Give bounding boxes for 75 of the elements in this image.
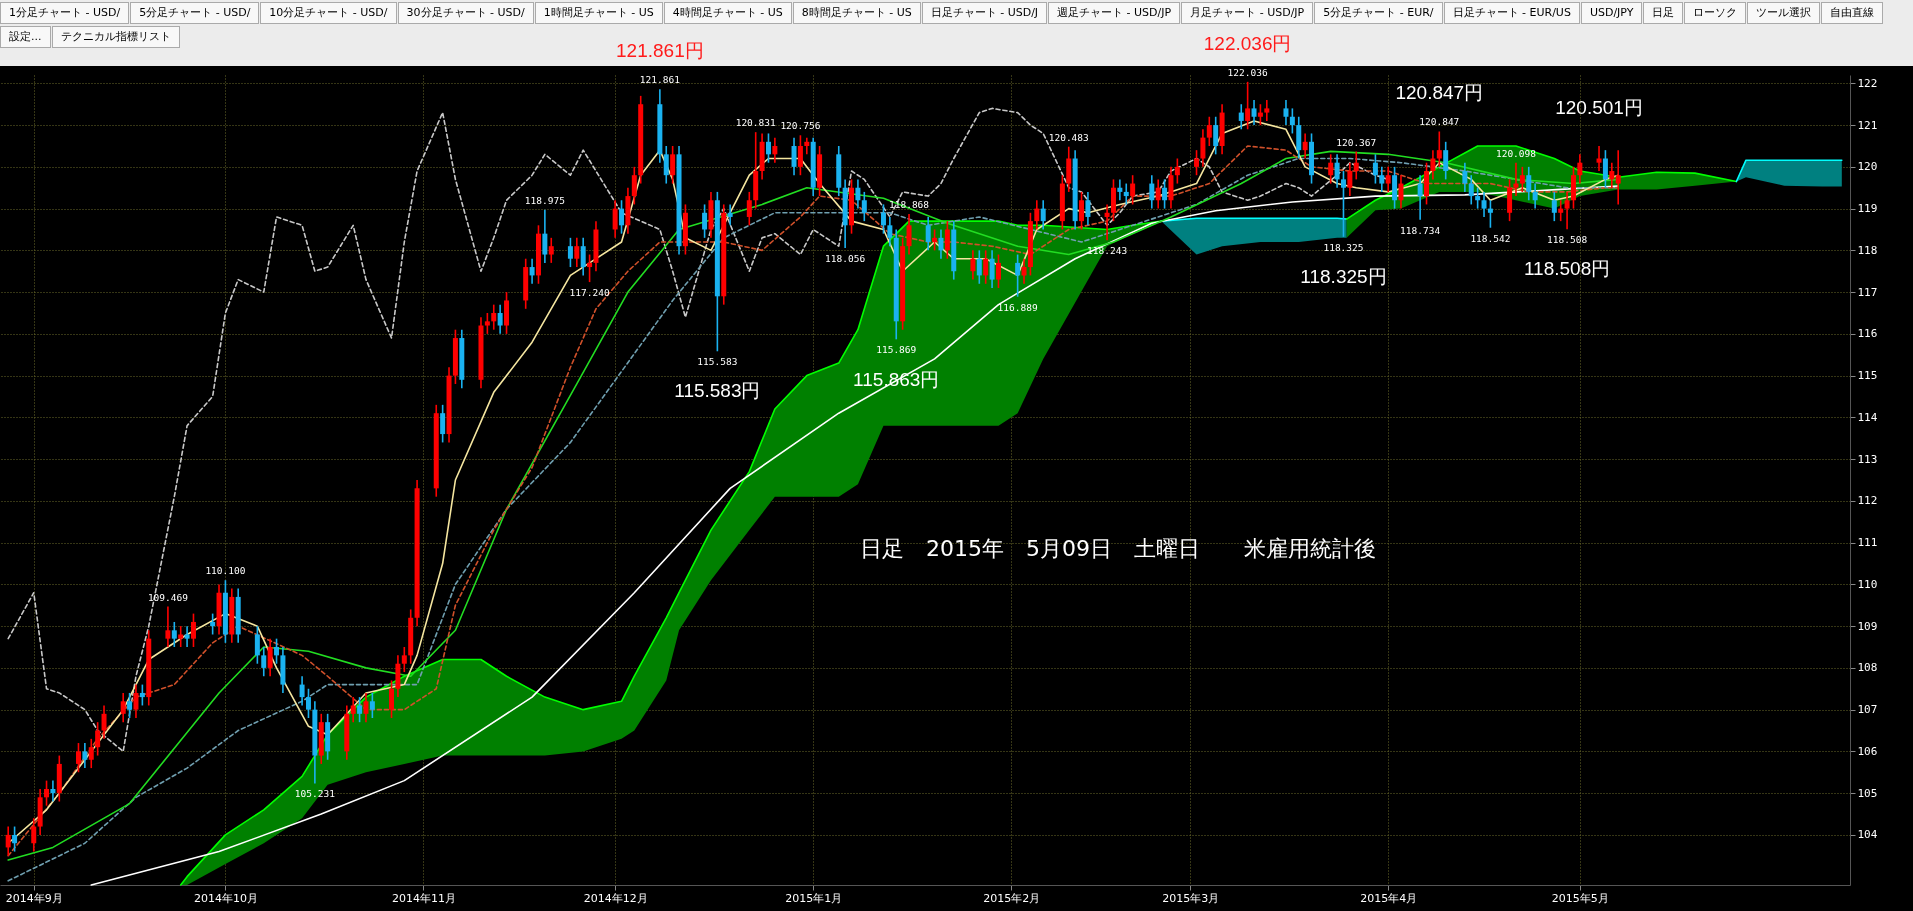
y-tick-label: 114	[1857, 410, 1878, 424]
annotation: 121.861	[639, 74, 681, 86]
annotation: 118.325円	[1300, 265, 1387, 287]
y-tick-label: 111	[1857, 536, 1878, 550]
annotation: 120.501円	[1555, 96, 1643, 118]
y-tick-label: 119	[1857, 202, 1878, 216]
x-tick-label: 2014年10月	[193, 891, 258, 905]
x-tick-label: 2015年5月	[1551, 891, 1609, 905]
text: 5分足チャート - EUR/	[1314, 2, 1443, 24]
y-tick-label: 121	[1857, 118, 1878, 132]
annotation: 118.734	[1400, 224, 1441, 236]
text: 1分足チャート - USD/	[0, 2, 130, 24]
annotation: 120.483	[1048, 131, 1089, 143]
text: 自由直線	[1821, 2, 1884, 24]
text: 日足	[1643, 2, 1684, 24]
text: 日足 2015年 5月09日 土曜日 米雇用統計後	[860, 536, 1376, 561]
annotation: 105.231	[294, 788, 336, 800]
text: 月足チャート - USD/JP	[1181, 2, 1314, 24]
text: 日足チャート - EUR/US	[1443, 2, 1580, 24]
y-tick-label: 122	[1857, 76, 1878, 90]
y-tick-label: 113	[1857, 452, 1878, 466]
annotation: 122.036円	[1203, 32, 1292, 54]
text: 10分足チャート - USD/	[260, 2, 397, 24]
y-tick-label: 116	[1857, 327, 1878, 341]
x-tick-label: 2015年3月	[1162, 891, 1220, 905]
annotation: 115.583	[697, 356, 738, 368]
y-tick-label: 117	[1857, 285, 1878, 299]
y-tick-label: 105	[1857, 786, 1878, 800]
annotation: 118.508	[1547, 234, 1588, 246]
annotation: 110.100	[205, 565, 246, 577]
text: 週足チャート - USD/JP	[1048, 2, 1181, 24]
annotation: 120.367	[1336, 136, 1377, 148]
annotation: 120.756	[780, 120, 821, 132]
x-tick-label: 2014年9月	[5, 891, 63, 905]
annotation: 118.508円	[1523, 258, 1611, 280]
y-tick-label: 107	[1857, 703, 1878, 717]
annotation: 120.098	[1495, 147, 1537, 159]
text: テクニカル指標リスト	[51, 26, 180, 48]
y-tick-label: 112	[1857, 494, 1878, 508]
y-tick-label: 118	[1857, 243, 1878, 257]
text: 30分足チャート - USD/	[397, 2, 534, 24]
annotation: 120.847円	[1395, 82, 1484, 104]
y-tick-label: 120	[1857, 160, 1878, 174]
y-tick-label: 104	[1857, 828, 1878, 842]
text: 4時間足チャート - US	[663, 2, 792, 24]
x-tick-label: 2014年12月	[583, 891, 648, 905]
y-tick-label: 106	[1857, 744, 1878, 758]
annotation: 120.831	[735, 117, 776, 129]
annotation: 120.847	[1419, 116, 1460, 128]
annotation: 118.056	[825, 253, 866, 265]
text: ツール選択	[1747, 2, 1821, 24]
y-tick-label: 109	[1857, 619, 1878, 633]
annotation: 118.325	[1323, 241, 1364, 253]
text: 5分足チャート - USD/	[130, 2, 260, 24]
annotation: 118.542	[1470, 232, 1511, 244]
annotation: 115.869	[876, 344, 917, 356]
text: 8時間足チャート - US	[792, 2, 921, 24]
annotation: 116.889	[997, 301, 1038, 313]
y-tick-label: 115	[1857, 369, 1878, 383]
annotation: 117.240	[569, 287, 610, 299]
y-tick-label: 110	[1857, 577, 1878, 591]
x-tick-label: 2015年4月	[1360, 891, 1418, 905]
text: 1時間足チャート - US	[534, 2, 663, 24]
annotation: 115.583円	[674, 380, 761, 402]
x-tick-label: 2015年2月	[983, 891, 1041, 905]
annotation: 118.975	[524, 194, 565, 206]
x-tick-label: 2015年1月	[785, 891, 843, 905]
annotation: 122.036	[1227, 66, 1268, 78]
text: 日足チャート - USD/J	[921, 2, 1048, 24]
text: 設定...	[0, 26, 51, 48]
text: USD/JPY	[1580, 2, 1643, 24]
y-tick-label: 108	[1857, 661, 1878, 675]
annotation: 121.861円	[616, 40, 704, 62]
x-tick-label: 2014年11月	[391, 891, 456, 905]
text: ローソク	[1684, 2, 1747, 24]
